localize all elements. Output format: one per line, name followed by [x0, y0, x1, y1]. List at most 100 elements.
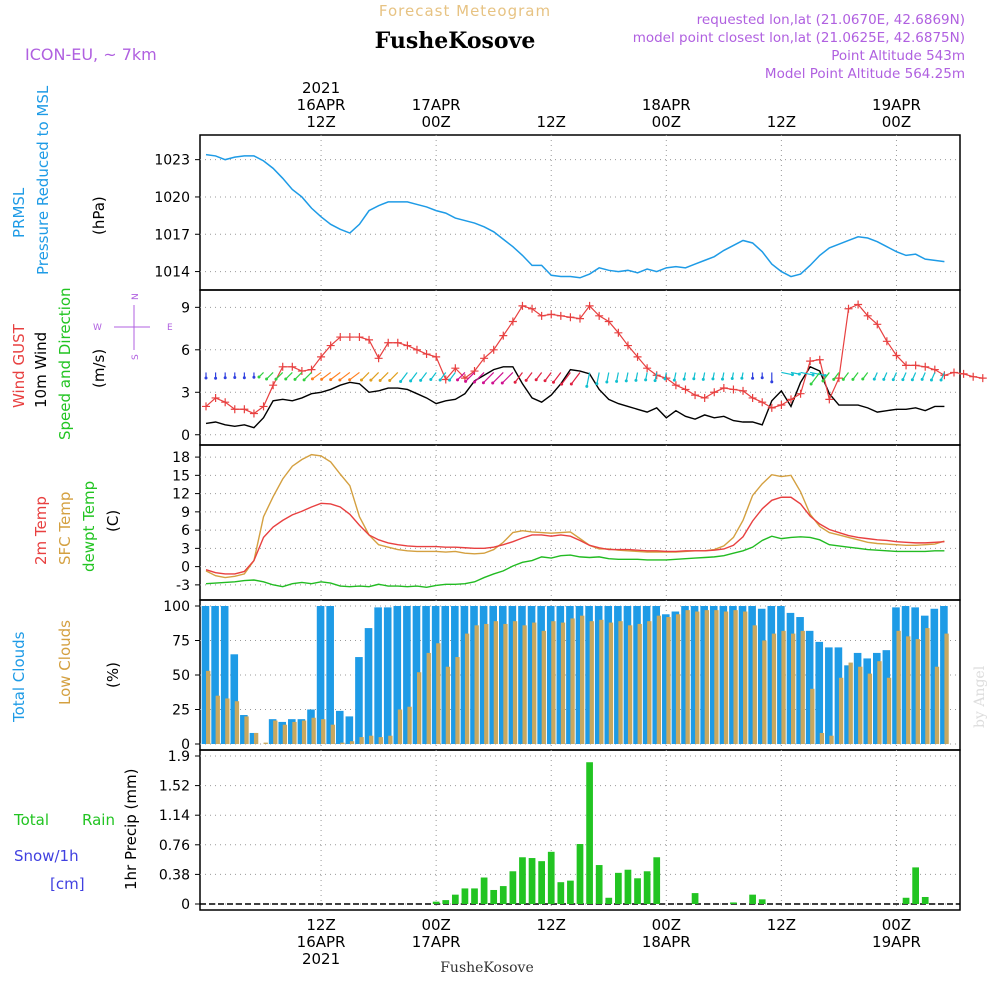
wind-direction-arrow: [294, 372, 303, 380]
low-cloud-bar: [455, 657, 460, 744]
total-cloud-bar: [585, 606, 593, 744]
low-cloud-bar: [838, 677, 844, 744]
location-title: FusheKosove: [375, 28, 536, 54]
gust-marker: [202, 402, 210, 411]
total-cloud-bar: [815, 641, 824, 744]
wind-y-tick-label: 3: [181, 385, 190, 401]
total-cloud-bar: [364, 628, 373, 744]
precip-y-tick-label: 1.14: [159, 808, 190, 824]
clouds-y-tick-label: 50: [172, 668, 190, 684]
gust-marker: [585, 301, 594, 310]
total-cloud-bar: [729, 606, 737, 744]
wind-arrow-head: [644, 378, 648, 382]
wind-arrow-head: [543, 379, 547, 383]
wind-direction-arrow: [400, 372, 408, 382]
temp-label-sfc: SFC Temp: [56, 492, 74, 565]
wind-direction-arrow: [501, 372, 514, 384]
wind-arrow-head: [634, 378, 638, 382]
total-cloud-bar: [546, 606, 555, 744]
dewpt-line: [205, 535, 945, 589]
cloud-unit: (%): [104, 662, 122, 688]
low-cloud-bar: [397, 709, 403, 744]
low-cloud-bar: [589, 621, 594, 744]
precip-y-tick-label: 1.52: [159, 779, 190, 795]
wind-unit: (m/s): [90, 349, 108, 388]
gust-marker: [729, 385, 738, 394]
wind-direction-arrow: [781, 371, 793, 376]
gust-marker: [873, 320, 882, 329]
gust-marker: [710, 388, 719, 397]
bottom-time-label: 16APR: [297, 933, 346, 951]
wind-arrow-head: [359, 378, 363, 382]
gust-marker: [249, 409, 258, 418]
total-cloud-bar: [249, 732, 258, 744]
precip-label-cm: [cm]: [50, 875, 85, 893]
gust-marker: [269, 381, 278, 390]
low-cloud-bar: [445, 666, 451, 744]
total-cloud-bar: [930, 608, 939, 744]
low-cloud-bar: [848, 662, 853, 744]
total-cloud-bar: [451, 606, 459, 744]
pressure-unit: (hPa): [90, 196, 108, 235]
gust-marker: [240, 405, 249, 414]
wind-label-gust: Wind GUST: [10, 323, 28, 408]
precip-bar: [519, 857, 526, 904]
low-cloud-bar: [522, 625, 527, 744]
total-cloud-bar: [594, 606, 603, 744]
total-cloud-bar: [844, 665, 852, 744]
gust-marker: [259, 402, 268, 411]
low-cloud-bar: [580, 615, 585, 744]
low-cloud-bar: [541, 630, 546, 744]
low-cloud-bar: [666, 617, 671, 744]
wind-arrow-head: [338, 378, 342, 382]
wind-panel-frame: [199, 289, 961, 446]
low-cloud-bar: [896, 630, 901, 744]
gust-marker: [902, 361, 911, 370]
top-time-label: 00Z: [652, 113, 681, 131]
gust-marker: [633, 352, 642, 361]
precip-y-tick-label: 1.9: [168, 749, 190, 765]
wind-arrow-head: [821, 379, 825, 383]
wind-direction-arrow: [330, 371, 341, 381]
top-time-label: 12Z: [767, 113, 796, 131]
wind-arrow-head: [929, 378, 933, 382]
wind-arrow-head: [624, 379, 628, 383]
total-cloud-bar: [796, 617, 804, 744]
low-cloud-bar: [867, 673, 873, 744]
wind-arrow-head: [223, 376, 227, 380]
clouds-y-tick-label: 25: [172, 703, 190, 719]
total-cloud-bar: [604, 606, 613, 744]
wind-arrow-head: [233, 375, 237, 379]
gust-marker: [671, 381, 680, 390]
wind-direction-arrow: [492, 372, 504, 384]
low-cloud-bar: [685, 610, 690, 744]
wind-direction-arrow: [483, 372, 495, 384]
low-cloud-bar: [503, 623, 508, 744]
top-time-label: 17APR: [412, 96, 461, 114]
low-cloud-bar: [886, 677, 892, 744]
total-cloud-bar: [479, 606, 488, 744]
total-cloud-bar: [709, 606, 718, 744]
wind-direction-arrow: [810, 371, 826, 377]
temp-y-tick-label: 12: [172, 487, 190, 503]
wind-arrow-head: [740, 376, 744, 380]
gust-marker: [815, 355, 824, 364]
wind-arrow-head: [274, 377, 278, 381]
temp-y-tick-label: 15: [172, 468, 190, 484]
clouds-y-tick-label: 0: [181, 737, 190, 753]
wind-direction-arrow: [339, 371, 351, 381]
wind-arrow-head: [585, 384, 589, 388]
total-cloud-bar: [671, 611, 680, 744]
wind-direction-arrow: [285, 372, 293, 380]
precip-bar: [528, 858, 536, 904]
precip-bar: [576, 844, 584, 904]
precip-label-total: Total: [13, 811, 49, 829]
pressure-panel-labels: PRMSL Pressure Reduced to MSL (hPa): [10, 85, 108, 275]
wind-arrow-head: [473, 380, 477, 384]
low-cloud-bar: [608, 622, 614, 744]
low-cloud-bar: [790, 633, 796, 744]
gust-marker: [863, 311, 872, 320]
gust-marker: [518, 301, 527, 310]
total-cloud-bar: [652, 606, 661, 744]
bottom-time-label: 12Z: [306, 916, 335, 934]
